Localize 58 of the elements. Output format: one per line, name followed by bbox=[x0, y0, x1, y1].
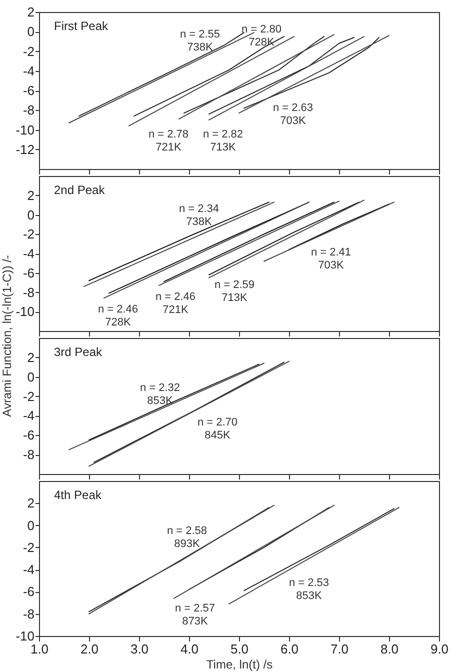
annotation: n = 2.53 853K bbox=[288, 576, 330, 602]
y-tick-label: -4 bbox=[22, 562, 34, 578]
y-tick-label: -8 bbox=[22, 606, 34, 622]
y-tick-label: -10 bbox=[16, 628, 34, 644]
x-tick-label: 6.0 bbox=[280, 642, 299, 656]
y-tick-label: -8 bbox=[22, 447, 34, 462]
x-tick-label: 9.0 bbox=[430, 642, 449, 656]
y-tick-label: -4 bbox=[22, 408, 34, 424]
y-tick-label: 0 bbox=[27, 207, 34, 222]
annotation: n = 2.57 873K bbox=[174, 602, 216, 628]
x-tick-label: 4.0 bbox=[180, 642, 199, 656]
y-tick-label: 2 bbox=[27, 188, 34, 203]
x-tick-label: 5.0 bbox=[230, 642, 249, 656]
y-tick-label: -2 bbox=[22, 44, 34, 59]
y-tick-label: -6 bbox=[22, 83, 34, 98]
annotation: n = 2.34 738K bbox=[178, 202, 220, 228]
annotation: n = 2.46 721K bbox=[155, 291, 196, 316]
y-tick-label: -8 bbox=[22, 284, 34, 300]
annotation: n = 2.80 728K bbox=[241, 24, 282, 49]
y-tick-label: -10 bbox=[16, 304, 34, 320]
text: First Peak bbox=[54, 19, 110, 33]
y-tick-label: 0 bbox=[27, 369, 34, 384]
y-tick-label: 0 bbox=[27, 518, 34, 533]
annotation: n = 2.70 845K bbox=[197, 416, 238, 442]
x-tick-label: 1.0 bbox=[30, 642, 49, 656]
y-tick-label: -6 bbox=[22, 428, 34, 443]
annotation: n = 2.55 738K bbox=[180, 28, 220, 54]
text: 2nd Peak bbox=[54, 183, 106, 197]
y-axis-title: Avrami Function, ln(-ln(1-C)) /- bbox=[0, 255, 14, 417]
annotation: n = 2.58 893K bbox=[166, 524, 208, 550]
annotation: n = 2.59 713K bbox=[214, 278, 255, 304]
annotation: n = 2.41 703K bbox=[310, 246, 352, 272]
y-tick-label: -6 bbox=[22, 584, 34, 600]
x-tick-label: 7.0 bbox=[330, 642, 349, 656]
y-tick-label: -4 bbox=[22, 246, 34, 261]
y-tick-label: -8 bbox=[22, 102, 34, 118]
annotation: n = 2.82 713K bbox=[202, 128, 244, 154]
y-tick-label: -2 bbox=[22, 540, 34, 555]
annotation: n = 2.46 728K bbox=[98, 304, 138, 329]
x-tick-label: 2.0 bbox=[80, 642, 99, 656]
y-tick-label: -10 bbox=[16, 122, 34, 138]
y-tick-label: 2 bbox=[27, 496, 34, 511]
y-tick-label: -2 bbox=[22, 388, 34, 404]
y-tick-label: -6 bbox=[22, 265, 34, 280]
x-tick-label: 3.0 bbox=[130, 642, 149, 656]
y-tick-label: -4 bbox=[22, 63, 34, 78]
y-tick-label: -12 bbox=[16, 142, 34, 157]
x-tick-label: 8.0 bbox=[380, 642, 399, 656]
text: 3rd Peak bbox=[54, 345, 104, 359]
annotation: n = 2.63 703K bbox=[272, 102, 314, 128]
y-tick-label: -2 bbox=[22, 226, 34, 242]
y-tick-label: 2 bbox=[27, 4, 34, 20]
y-tick-label: 2 bbox=[27, 350, 34, 365]
annotation: n = 2.32 853K bbox=[140, 382, 180, 408]
y-tick-label: 0 bbox=[27, 24, 34, 40]
text: 4th Peak bbox=[54, 488, 102, 502]
x-axis-title: Time, ln(t) /s bbox=[206, 658, 273, 672]
annotation: n = 2.78 721K bbox=[148, 128, 189, 154]
